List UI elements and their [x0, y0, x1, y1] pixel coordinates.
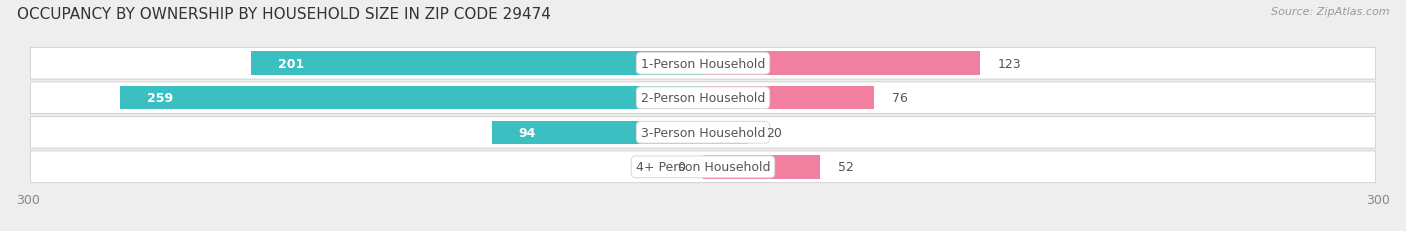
Bar: [703, 52, 980, 76]
Text: 259: 259: [148, 92, 173, 105]
FancyBboxPatch shape: [31, 151, 1375, 183]
FancyBboxPatch shape: [31, 117, 1375, 149]
Text: 1-Person Household: 1-Person Household: [641, 58, 765, 70]
Text: 4+ Person Household: 4+ Person Household: [636, 161, 770, 173]
Bar: [703, 155, 820, 179]
FancyBboxPatch shape: [31, 48, 1375, 80]
Text: OCCUPANCY BY OWNERSHIP BY HOUSEHOLD SIZE IN ZIP CODE 29474: OCCUPANCY BY OWNERSHIP BY HOUSEHOLD SIZE…: [17, 7, 551, 22]
Text: 52: 52: [838, 161, 853, 173]
Text: 201: 201: [278, 58, 304, 70]
Bar: [492, 121, 703, 144]
Bar: [703, 87, 875, 110]
Bar: [121, 87, 703, 110]
Text: 3-Person Household: 3-Person Household: [641, 126, 765, 139]
Text: 0: 0: [678, 161, 685, 173]
Text: 94: 94: [519, 126, 536, 139]
Bar: [250, 52, 703, 76]
Bar: [703, 121, 748, 144]
Text: 2-Person Household: 2-Person Household: [641, 92, 765, 105]
Text: 76: 76: [891, 92, 908, 105]
Text: 20: 20: [766, 126, 782, 139]
Text: Source: ZipAtlas.com: Source: ZipAtlas.com: [1271, 7, 1389, 17]
FancyBboxPatch shape: [31, 82, 1375, 114]
Text: 123: 123: [998, 58, 1021, 70]
